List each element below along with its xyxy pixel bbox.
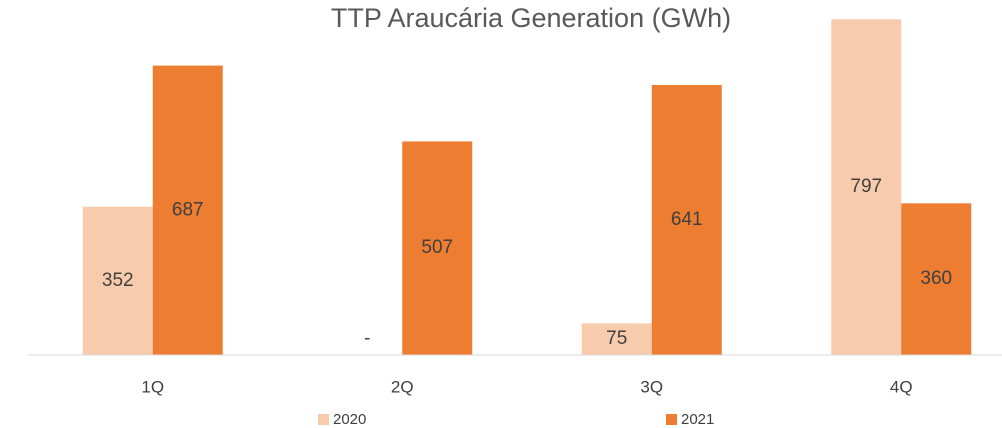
- bar: [402, 141, 473, 355]
- bar: [831, 19, 902, 355]
- data-label: 360: [920, 268, 952, 289]
- data-label: 641: [671, 209, 703, 230]
- legend-swatch: [318, 414, 329, 425]
- bar: [82, 206, 153, 355]
- data-label: 507: [421, 237, 453, 258]
- x-tick-label: 4Q: [890, 377, 913, 396]
- data-label: -: [364, 328, 370, 349]
- x-tick-label: 1Q: [141, 377, 164, 396]
- data-label: 352: [102, 270, 134, 291]
- bar: [581, 323, 652, 355]
- legend-label: 2020: [333, 411, 366, 428]
- data-label: 687: [172, 199, 204, 220]
- legend-swatch: [666, 414, 677, 425]
- legend-label: 2021: [681, 411, 714, 428]
- chart-title: TTP Araucária Generation (GWh): [331, 3, 731, 33]
- bar: [901, 203, 972, 355]
- data-label: 797: [850, 176, 882, 197]
- bar: [152, 65, 223, 355]
- x-tick-label: 3Q: [640, 377, 663, 396]
- bar: [651, 84, 722, 355]
- x-tick-label: 2Q: [391, 377, 414, 396]
- data-label: 75: [606, 328, 627, 349]
